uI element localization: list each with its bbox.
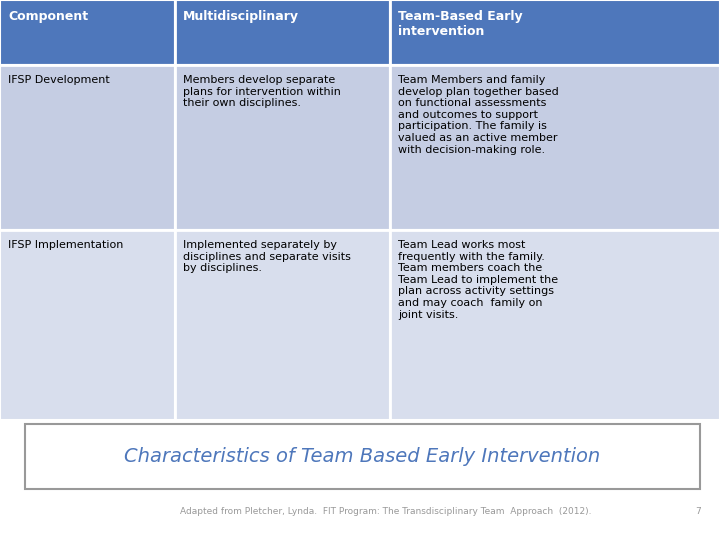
Text: Members develop separate
plans for intervention within
their own disciplines.: Members develop separate plans for inter… <box>183 75 341 108</box>
Text: Team-Based Early
intervention: Team-Based Early intervention <box>398 10 523 38</box>
Bar <box>175 65 390 230</box>
Text: Characteristics of Team Based Early Intervention: Characteristics of Team Based Early Inte… <box>125 447 600 466</box>
Bar <box>175 230 390 420</box>
Bar <box>175 0 390 65</box>
Bar <box>0 65 175 230</box>
Bar <box>0 0 175 65</box>
Text: Team Members and family
develop plan together based
on functional assessments
an: Team Members and family develop plan tog… <box>398 75 559 154</box>
Text: Component: Component <box>8 10 88 23</box>
Bar <box>390 0 720 65</box>
Text: Multidisciplinary: Multidisciplinary <box>183 10 299 23</box>
Text: IFSP Implementation: IFSP Implementation <box>8 240 123 250</box>
Text: Team Lead works most
frequently with the family.
Team members coach the
Team Lea: Team Lead works most frequently with the… <box>398 240 558 320</box>
Bar <box>25 424 700 489</box>
Text: Adapted from Pletcher, Lynda.  FIT Program: The Transdisciplinary Team  Approach: Adapted from Pletcher, Lynda. FIT Progra… <box>180 507 592 516</box>
Bar <box>390 230 720 420</box>
Text: 7: 7 <box>695 507 701 516</box>
Bar <box>390 65 720 230</box>
Text: IFSP Development: IFSP Development <box>8 75 109 85</box>
Bar <box>0 230 175 420</box>
Text: Implemented separately by
disciplines and separate visits
by disciplines.: Implemented separately by disciplines an… <box>183 240 351 273</box>
